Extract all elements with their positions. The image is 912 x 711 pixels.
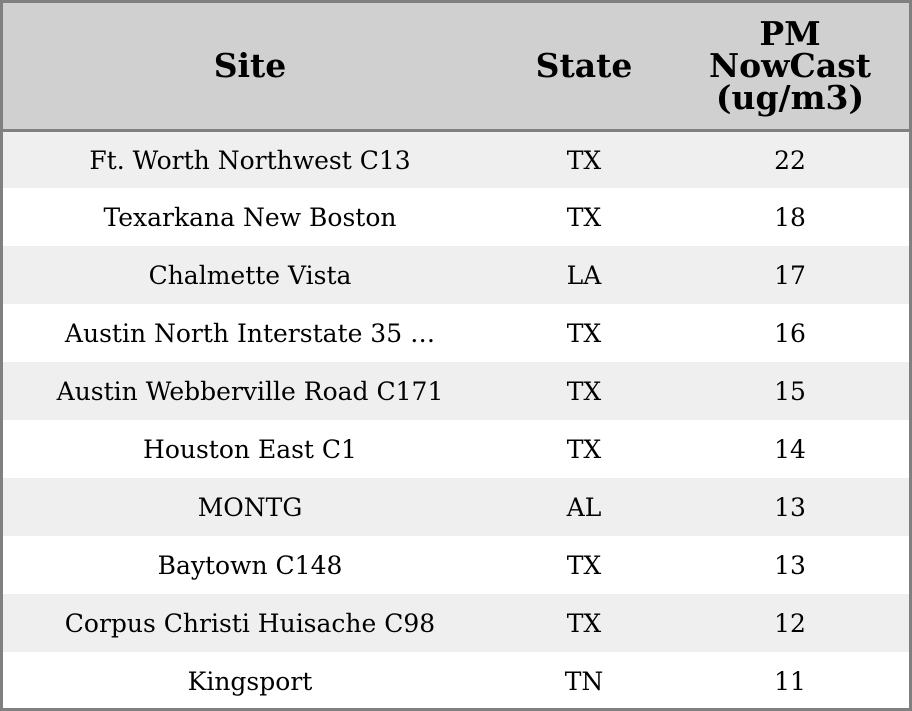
table-row: Ft. Worth Northwest C13 TX 22 [3, 130, 909, 188]
site-cell: MONTG [3, 478, 497, 536]
state-cell: TN [497, 652, 671, 708]
table-row: Corpus Christi Huisache C98 TX 12 [3, 594, 909, 652]
pm-nowcast-cell: 22 [671, 130, 909, 188]
pm-nowcast-column-header: PM NowCast (ug/m3) [671, 3, 909, 132]
state-cell: AL [497, 478, 671, 536]
site-column-header: Site [3, 3, 497, 132]
pm-nowcast-cell: 16 [671, 304, 909, 362]
table-row: Austin North Interstate 35 … TX 16 [3, 304, 909, 362]
table-row: Chalmette Vista LA 17 [3, 246, 909, 304]
table-row: Houston East C1 TX 14 [3, 420, 909, 478]
site-cell: Austin North Interstate 35 … [3, 304, 497, 362]
state-cell: TX [497, 362, 671, 420]
table-row: Austin Webberville Road C171 TX 15 [3, 362, 909, 420]
state-cell: TX [497, 304, 671, 362]
pm-nowcast-cell: 12 [671, 594, 909, 652]
pm-nowcast-cell: 13 [671, 536, 909, 594]
table-row: MONTG AL 13 [3, 478, 909, 536]
state-column-header: State [497, 3, 671, 132]
site-cell: Texarkana New Boston [3, 188, 497, 246]
state-cell: TX [497, 420, 671, 478]
state-cell: TX [497, 594, 671, 652]
pm-header-line-2: NowCast [708, 46, 872, 85]
pm-nowcast-cell: 13 [671, 478, 909, 536]
pm-nowcast-cell: 11 [671, 652, 909, 708]
site-cell: Kingsport [3, 652, 497, 708]
pm-header-line-3: (ug/m3) [715, 78, 865, 117]
pm-nowcast-cell: 14 [671, 420, 909, 478]
state-cell: TX [497, 188, 671, 246]
pm-nowcast-cell: 18 [671, 188, 909, 246]
state-cell: LA [497, 246, 671, 304]
pm-nowcast-cell: 17 [671, 246, 909, 304]
state-header-label: State [535, 46, 633, 85]
pm-header-line-1: PM [759, 14, 821, 53]
state-cell: TX [497, 536, 671, 594]
pm-nowcast-table: Site State PM NowCast (ug/m3) Ft. Worth … [3, 3, 909, 708]
table-body: Ft. Worth Northwest C13 TX 22 Texarkana New… [3, 130, 909, 708]
table-header: Site State PM NowCast (ug/m3) [3, 3, 909, 132]
site-cell: Chalmette Vista [3, 246, 497, 304]
site-cell: Ft. Worth Northwest C13 [3, 130, 497, 188]
state-cell: TX [497, 130, 671, 188]
site-cell: Baytown C148 [3, 536, 497, 594]
table-row: Baytown C148 TX 13 [3, 536, 909, 594]
pm-nowcast-cell: 15 [671, 362, 909, 420]
table-row: Texarkana New Boston TX 18 [3, 188, 909, 246]
site-cell: Austin Webberville Road C171 [3, 362, 497, 420]
site-cell: Corpus Christi Huisache C98 [3, 594, 497, 652]
site-header-label: Site [213, 46, 287, 85]
header-row: Site State PM NowCast (ug/m3) [3, 3, 909, 132]
site-cell: Houston East C1 [3, 420, 497, 478]
table-row: Kingsport TN 11 [3, 652, 909, 708]
